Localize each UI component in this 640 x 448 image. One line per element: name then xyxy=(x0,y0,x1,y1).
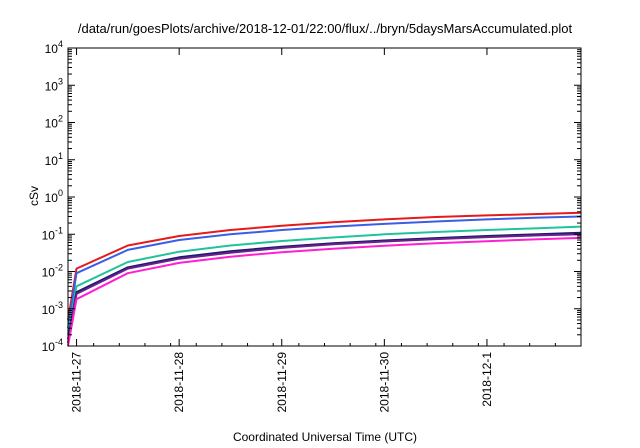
y-tick-label-exponent: 4 xyxy=(58,39,63,49)
x-tick-label: 2018-11-29 xyxy=(275,352,289,413)
plot-frame xyxy=(67,47,582,347)
y-tick-label-base: 10 xyxy=(42,228,56,242)
y-tick-label-exponent: -4 xyxy=(55,337,63,347)
y-tick-label: 10-1 xyxy=(42,225,63,242)
y-tick-label-exponent: 0 xyxy=(58,188,63,198)
x-tick-label: 2018-11-27 xyxy=(70,352,84,413)
x-tick-label: 2018-11-30 xyxy=(377,352,391,413)
y-tick-label: 104 xyxy=(45,39,63,56)
y-tick-label-exponent: 3 xyxy=(58,76,63,86)
y-tick-label-exponent: -3 xyxy=(55,300,63,310)
y-tick-label: 103 xyxy=(45,76,63,93)
y-tick-label: 10-4 xyxy=(42,337,63,354)
y-tick-label-base: 10 xyxy=(45,191,59,205)
x-axis-label: Coordinated Universal Time (UTC) xyxy=(233,430,417,444)
y-tick-label: 10-3 xyxy=(42,300,63,317)
y-tick-label: 10-2 xyxy=(42,263,63,280)
y-tick-label-base: 10 xyxy=(45,42,59,56)
y-axis-label: cSv xyxy=(27,186,41,206)
series-line-1 xyxy=(67,211,582,321)
y-tick-label: 100 xyxy=(45,188,63,205)
y-tick-label-exponent: -1 xyxy=(55,225,63,235)
x-tick-label: 2018-12-1 xyxy=(480,352,494,407)
y-tick-label: 101 xyxy=(45,151,63,168)
y-tick-label-base: 10 xyxy=(42,303,56,317)
y-tick-label-exponent: -2 xyxy=(55,263,63,273)
y-tick-label-exponent: 1 xyxy=(58,151,63,161)
y-tick-label-base: 10 xyxy=(45,154,59,168)
chart-title: /data/run/goesPlots/archive/2018-12-01/2… xyxy=(78,21,573,36)
y-tick-label-base: 10 xyxy=(45,117,59,131)
series-line-2 xyxy=(67,215,582,329)
y-tick-label: 102 xyxy=(45,114,63,131)
y-tick-label-exponent: 2 xyxy=(58,114,63,124)
y-tick-label-base: 10 xyxy=(42,340,56,354)
series-line-5 xyxy=(67,233,582,344)
series-line-6 xyxy=(67,236,582,347)
series-layer xyxy=(67,211,582,347)
x-tick-label: 2018-11-28 xyxy=(172,352,186,413)
x-axis: 2018-11-27 2018-11-28 2018-11-29 2018-11-30… xyxy=(67,48,582,413)
y-tick-label-base: 10 xyxy=(42,266,56,280)
y-tick-label-base: 10 xyxy=(45,79,59,93)
series-line-3 xyxy=(67,225,582,335)
